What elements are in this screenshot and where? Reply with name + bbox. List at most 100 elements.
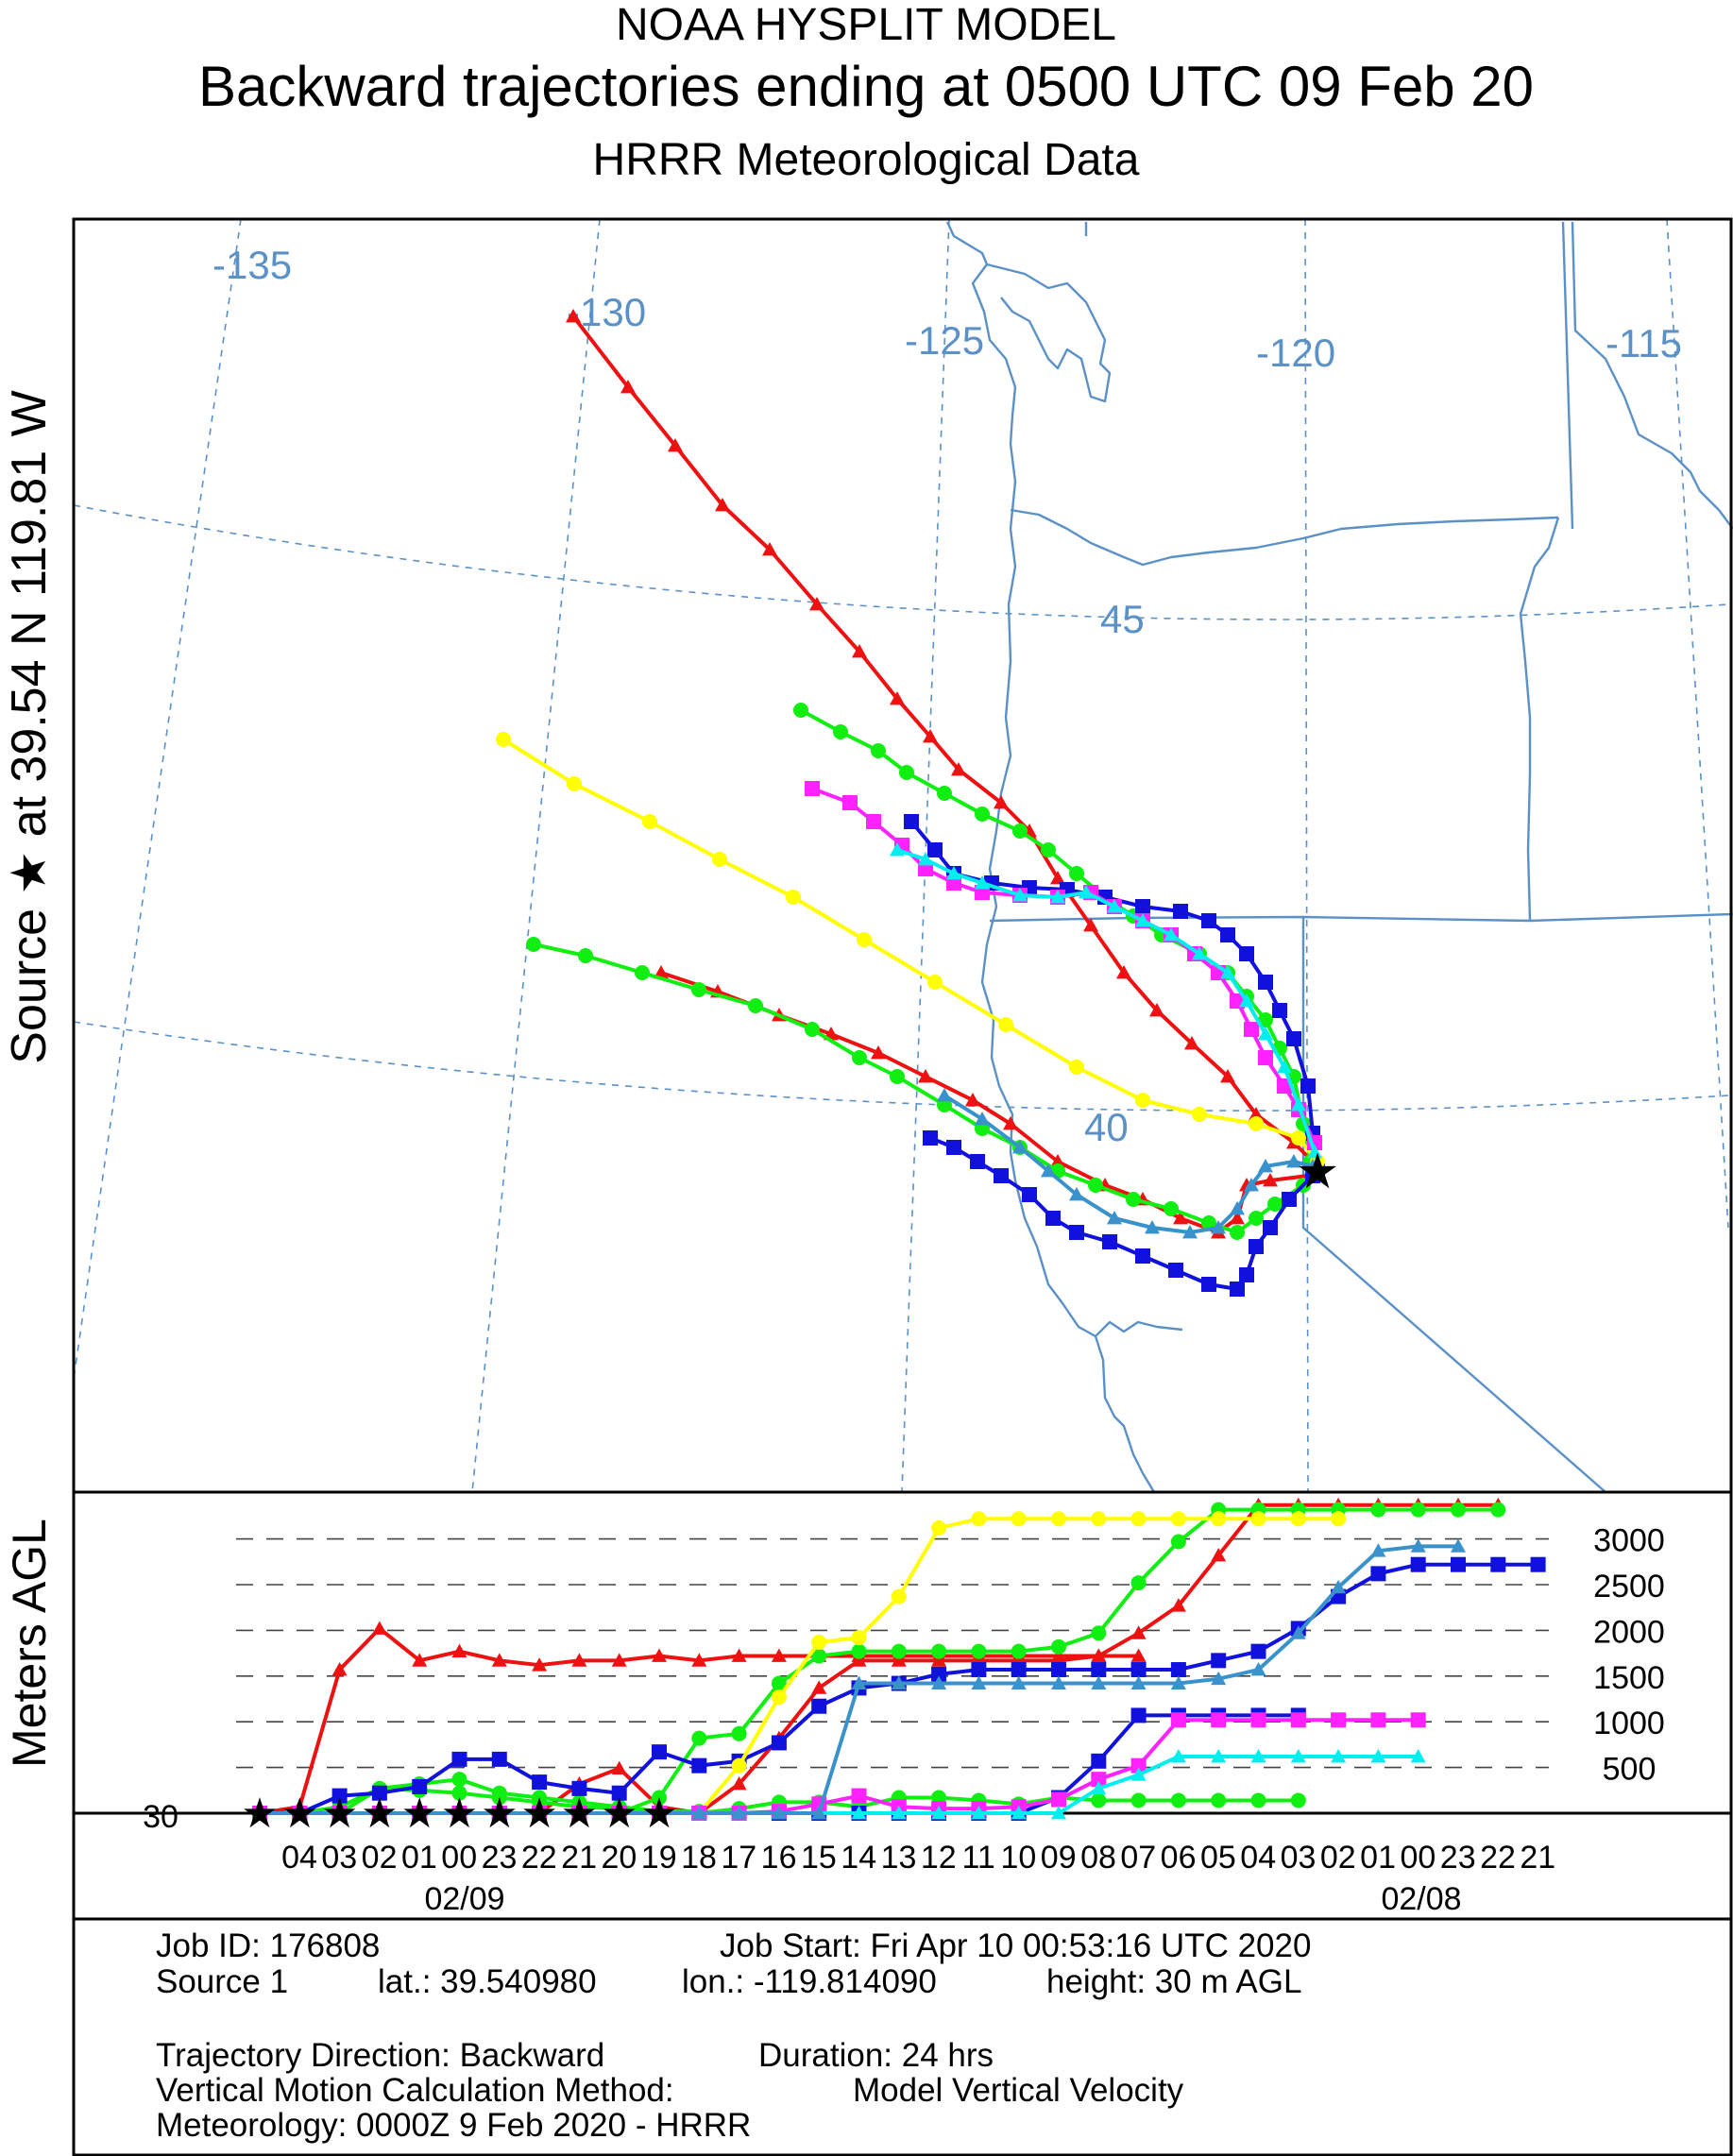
yellow-height-point: [731, 1757, 747, 1774]
time-tick-label: 01: [401, 1840, 437, 1876]
title-line-3: HRRR Meteorological Data: [593, 135, 1140, 185]
yellow-height-point: [1211, 1511, 1227, 1527]
red-height-point: [1170, 1598, 1186, 1612]
red-trajectory-line: [571, 314, 1315, 1163]
yellow-trajectory-point: [567, 776, 582, 791]
green-trajectory-point: [1041, 842, 1056, 857]
magenta-height-point: [1211, 1712, 1227, 1728]
red-trajectory-point: [668, 438, 683, 452]
steelblue-height-point: [292, 1806, 308, 1820]
blue-trajectory-point: [970, 1154, 985, 1169]
red-trajectory-point: [1184, 1036, 1199, 1050]
time-tick-label: 14: [841, 1840, 876, 1876]
blue-trajectory-point: [1201, 913, 1216, 928]
blue-height-point: [1410, 1556, 1426, 1572]
magenta-height-point: [1410, 1712, 1426, 1728]
blue-trajectory-point: [1069, 1225, 1084, 1240]
vertical-method-label: Vertical Motion Calculation Method:: [156, 2072, 674, 2109]
grid-label-lat-45: 45: [1100, 597, 1145, 641]
green-height-point: [1410, 1502, 1426, 1518]
source-lat: lat.: 39.540980: [378, 1963, 597, 2000]
blue-height-point: [771, 1735, 787, 1751]
cyan-height-point: [1331, 1748, 1347, 1763]
green-height-point: [931, 1643, 947, 1659]
yellow-trajectory-point: [1291, 1130, 1306, 1146]
meteorology: Meteorology: 0000Z 9 Feb 2020 - HRRR: [156, 2107, 751, 2144]
blue-height-point: [451, 1751, 467, 1767]
blue-height-point: [1130, 1662, 1147, 1678]
blue-trajectory-point: [1168, 1263, 1183, 1278]
cyan-trajectory-point: [1307, 1145, 1322, 1159]
red-trajectory-point: [1116, 965, 1131, 979]
steelblue-height-point: [931, 1675, 947, 1689]
blue-height-point: [1170, 1662, 1186, 1678]
steelblue-height-point: [771, 1806, 787, 1820]
time-tick-label: 18: [681, 1840, 717, 1876]
source-star: ★: [441, 1791, 478, 1837]
blue-trajectory-point: [1239, 946, 1254, 961]
height-tick-label: 1000: [1593, 1706, 1665, 1741]
time-tick-label: 21: [1520, 1840, 1555, 1876]
red-trajectory-point: [852, 644, 867, 658]
time-tick-label: 03: [1281, 1840, 1317, 1876]
trajectory-direction: Trajectory Direction: Backward: [156, 2037, 604, 2074]
blue-height-point: [1091, 1662, 1107, 1678]
green-trajectory-point: [1267, 1197, 1283, 1212]
cyan-trajectory-point: [1050, 890, 1065, 904]
time-tick-label: 02: [1320, 1840, 1356, 1876]
vertical-method-value: Model Vertical Velocity: [853, 2072, 1184, 2109]
steelblue-height-point: [331, 1806, 348, 1820]
yellow-height-point: [1091, 1511, 1107, 1527]
time-tick-label: 22: [521, 1840, 557, 1876]
source-star: ★: [520, 1791, 557, 1837]
time-tick-label: 09: [1041, 1840, 1077, 1876]
height-tick-label: 3000: [1593, 1523, 1665, 1559]
blue-height-point: [971, 1662, 987, 1678]
blue-height-point: [412, 1778, 428, 1794]
green-height-point: [1091, 1625, 1107, 1641]
red-trajectory-point: [1263, 1173, 1278, 1187]
red-trajectory-point: [890, 691, 905, 705]
green-height-point: [771, 1675, 787, 1691]
meters-agl-label: Meters AGL: [3, 1519, 56, 1768]
green-height-point: [652, 1790, 667, 1806]
steelblue-trajectory-point: [1305, 1159, 1320, 1173]
latitude-line-45: [73, 504, 1729, 620]
magenta-trajectory: [805, 781, 1322, 1150]
steelblue-trajectory-point: [1286, 1154, 1301, 1168]
steelblue-height-point: [412, 1806, 428, 1820]
longitude-line-120: [1304, 218, 1309, 1493]
cyan-trajectory-point: [1220, 965, 1235, 979]
cyan-height-point: [1011, 1806, 1027, 1820]
steelblue-height-series: [252, 1538, 1466, 1820]
yellow-height-point: [1331, 1511, 1347, 1527]
green-trajectory-point: [526, 937, 541, 952]
steelblue-height-point: [611, 1806, 627, 1820]
magenta-height-point: [1250, 1712, 1266, 1728]
yellow-height-point: [1051, 1511, 1066, 1527]
green-height-point: [971, 1643, 987, 1659]
source-location-label: Source ★ at 39.54 N 119.81 W: [2, 390, 57, 1063]
green-height-point: [1290, 1792, 1306, 1808]
blue-trajectory: [923, 1130, 1320, 1297]
steelblue-height-point: [1410, 1538, 1426, 1553]
blue-height-point: [331, 1788, 348, 1804]
green-height-point: [1051, 1638, 1066, 1655]
green-height-point: [691, 1730, 707, 1746]
title-line-1: NOAA HYSPLIT MODEL: [616, 0, 1116, 50]
california-nevada-border: [1301, 917, 1606, 1493]
steelblue-height-point: [1170, 1675, 1186, 1689]
footer-info: Job ID: 176808 Job Start: Fri Apr 10 00:…: [156, 1927, 1311, 2144]
time-tick-label: 10: [1000, 1840, 1036, 1876]
green-height-point: [451, 1772, 467, 1788]
height-series: ★ ★ ★ ★ ★ ★ ★ ★ ★ ★ ★: [241, 1497, 1546, 1837]
yellow-trajectory-point: [1069, 1060, 1084, 1075]
steelblue-trajectory-point: [1230, 1201, 1245, 1215]
yellow-trajectory-point: [712, 852, 727, 867]
oregon-california-border: [989, 912, 1733, 923]
blue-height-point: [811, 1698, 827, 1714]
title-line-2: Backward trajectories ending at 0500 UTC…: [198, 55, 1534, 118]
green-height-point: [1490, 1502, 1506, 1518]
cyan-height-point: [851, 1806, 867, 1820]
